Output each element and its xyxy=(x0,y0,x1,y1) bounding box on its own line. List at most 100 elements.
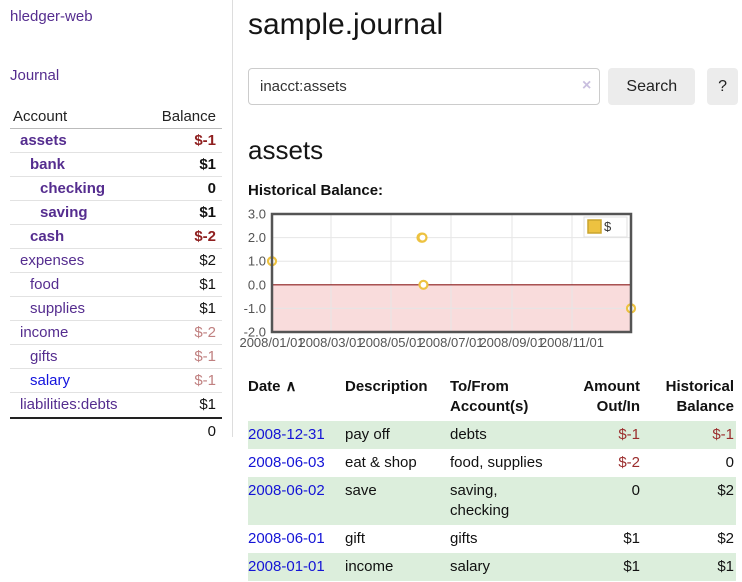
chart-y-tick-label: -2.0 xyxy=(244,325,266,340)
chart-y-tick-label: -1.0 xyxy=(244,301,266,316)
sidebar-account-balance: $1 xyxy=(199,276,216,293)
chart-x-tick-label: 2008/11/01 xyxy=(540,335,604,350)
chart-svg: #edc240" stroke-width="3" stroke-linejoi… xyxy=(239,207,637,350)
sidebar-account-balance: $-2 xyxy=(194,228,216,245)
sidebar-account-link[interactable]: cash xyxy=(30,228,65,245)
register-balance-cell: $1 xyxy=(642,553,736,581)
chart-y-tick-label: 3.0 xyxy=(248,207,266,222)
register-balance-cell: $-1 xyxy=(642,421,736,449)
register-date-cell[interactable]: 2008-06-03 xyxy=(248,449,345,477)
register-accounts-cell: salary xyxy=(450,553,562,581)
transaction-date-link[interactable]: 2008-06-03 xyxy=(248,454,325,471)
register-date-cell[interactable]: 2008-06-02 xyxy=(248,477,345,525)
search-input[interactable] xyxy=(248,68,601,105)
sidebar-account-link[interactable]: income xyxy=(20,324,69,341)
accounts-header-balance: Balance xyxy=(161,108,216,125)
sidebar-account-link[interactable]: assets xyxy=(20,132,67,149)
chart-x-tick-label: 2008/05/01 xyxy=(358,335,423,350)
register-header-amount: Amount Out/In xyxy=(583,378,640,415)
register-header-date[interactable]: Date ∧ xyxy=(248,375,345,421)
register-accounts-cell: gifts xyxy=(450,530,478,547)
transaction-date-link[interactable]: 2008-06-02 xyxy=(248,482,325,499)
sidebar-item-journal[interactable]: Journal xyxy=(10,67,60,84)
accounts-rows: assets $-1 bank $1 checking 0 saving $1 cash $-2 e… xyxy=(10,129,222,417)
register-header-accounts: To/From Account(s) xyxy=(450,378,529,415)
accounts-table: Account Balance assets $-1 bank $1 checking 0… xyxy=(10,104,222,442)
clear-search-icon[interactable]: × xyxy=(582,77,592,94)
sidebar-account-balance: $-2 xyxy=(194,324,216,341)
search-help-button[interactable]: ? xyxy=(707,68,738,105)
chart-x-tick-label: 2008/07/01 xyxy=(418,335,483,350)
register-row[interactable]: 2008-12-31 pay off debts $-1 $-1 xyxy=(248,421,736,449)
chart-y-tick-label: 2.0 xyxy=(248,230,266,245)
register-amount-cell: $-2 xyxy=(618,454,640,471)
sidebar-account-balance: 0 xyxy=(207,180,216,197)
sidebar-account-row: salary $-1 xyxy=(10,369,222,393)
transaction-date-link[interactable]: 2008-06-01 xyxy=(248,530,325,547)
sidebar-account-balance: $-1 xyxy=(194,348,216,365)
sidebar-account-link[interactable]: liabilities:debts xyxy=(20,396,118,413)
transaction-date-link[interactable]: 2008-12-31 xyxy=(248,426,325,443)
sidebar-account-link[interactable]: bank xyxy=(30,156,66,173)
search-form: × Search ? xyxy=(248,68,738,105)
chart-y-tick-label: 0.0 xyxy=(248,277,266,292)
sidebar-account-row: supplies $1 xyxy=(10,297,222,321)
register-description-cell: gift xyxy=(345,530,366,547)
search-button[interactable]: Search xyxy=(608,68,696,105)
sidebar-account-row: bank $1 xyxy=(10,153,222,177)
chart-title: Historical Balance: xyxy=(248,182,384,199)
sidebar: hledger-web Journal Account Balance asse… xyxy=(0,0,233,440)
sidebar-account-balance: $1 xyxy=(199,204,216,221)
sidebar-account-link[interactable]: checking xyxy=(40,180,106,197)
register-row[interactable]: 2008-06-01 gift gifts $1 $2 xyxy=(248,525,736,553)
sort-ascending-icon: ∧ xyxy=(285,378,297,395)
register-header-row: Date ∧ Description To/From Account(s) Amo… xyxy=(248,375,736,421)
register-amount-cell: $1 xyxy=(562,553,642,581)
accounts-table-header: Account Balance xyxy=(10,104,222,129)
transaction-date-link[interactable]: 2008-01-01 xyxy=(248,558,325,575)
register-description-cell: income xyxy=(345,553,450,581)
register-row[interactable]: 2008-06-02 save saving, checking 0 $2 xyxy=(248,477,736,525)
register-accounts-cell: saving, checking xyxy=(450,477,562,525)
register-row[interactable]: 2008-06-03 eat & shop food, supplies $-2 0 xyxy=(248,449,736,477)
register-date-cell[interactable]: 2008-01-01 xyxy=(248,553,345,581)
sidebar-account-link[interactable]: food xyxy=(30,276,60,293)
sidebar-account-link[interactable]: supplies xyxy=(30,300,86,317)
register-description-cell: eat & shop xyxy=(345,454,417,471)
sidebar-account-row: income $-2 xyxy=(10,321,222,345)
register-header-balance: Historical Balance xyxy=(665,378,734,415)
sidebar-account-link[interactable]: saving xyxy=(40,204,88,221)
register-amount-cell: $1 xyxy=(623,530,640,547)
sidebar-account-balance: $1 xyxy=(199,156,216,173)
register-balance-cell: $2 xyxy=(642,477,736,525)
register-date-cell[interactable]: 2008-06-01 xyxy=(248,525,345,553)
historical-balance-chart[interactable]: #edc240" stroke-width="3" stroke-linejoi… xyxy=(239,207,738,357)
sidebar-account-balance: $-1 xyxy=(194,132,216,149)
sidebar-account-row: gifts $-1 xyxy=(10,345,222,369)
sidebar-account-balance: $1 xyxy=(199,396,216,413)
accounts-total-row: 0 xyxy=(10,417,222,442)
sidebar-account-balance: $2 xyxy=(199,252,216,269)
sidebar-account-row: food $1 xyxy=(10,273,222,297)
sidebar-account-row: checking 0 xyxy=(10,177,222,201)
register-balance-cell: $2 xyxy=(717,530,734,547)
chart-y-tick-label: 1.0 xyxy=(248,254,266,269)
chart-x-tick-label: 2008/01/01 xyxy=(240,335,305,350)
sidebar-account-link[interactable]: gifts xyxy=(30,348,58,365)
sidebar-account-link[interactable]: expenses xyxy=(20,252,85,269)
main-content: sample.journal × Search ? assets Histori… xyxy=(239,0,738,581)
accounts-total-value: 0 xyxy=(207,423,216,440)
chart-data-point xyxy=(417,232,428,243)
chart-x-tick-label: 2008/09/01 xyxy=(479,335,544,350)
register-date-cell[interactable]: 2008-12-31 xyxy=(248,421,345,449)
register-row[interactable]: 2008-01-01 income salary $1 $1 xyxy=(248,553,736,581)
register-description-cell: save xyxy=(345,477,450,525)
chart-legend-swatch xyxy=(587,219,602,234)
sidebar-account-balance: $-1 xyxy=(194,372,216,389)
sidebar-account-link[interactable]: salary xyxy=(30,372,71,389)
chart-border xyxy=(270,212,633,334)
account-heading: assets xyxy=(248,135,324,165)
page-title: sample.journal xyxy=(248,8,444,41)
sidebar-account-row: expenses $2 xyxy=(10,249,222,273)
app-title-link[interactable]: hledger-web xyxy=(10,8,93,25)
